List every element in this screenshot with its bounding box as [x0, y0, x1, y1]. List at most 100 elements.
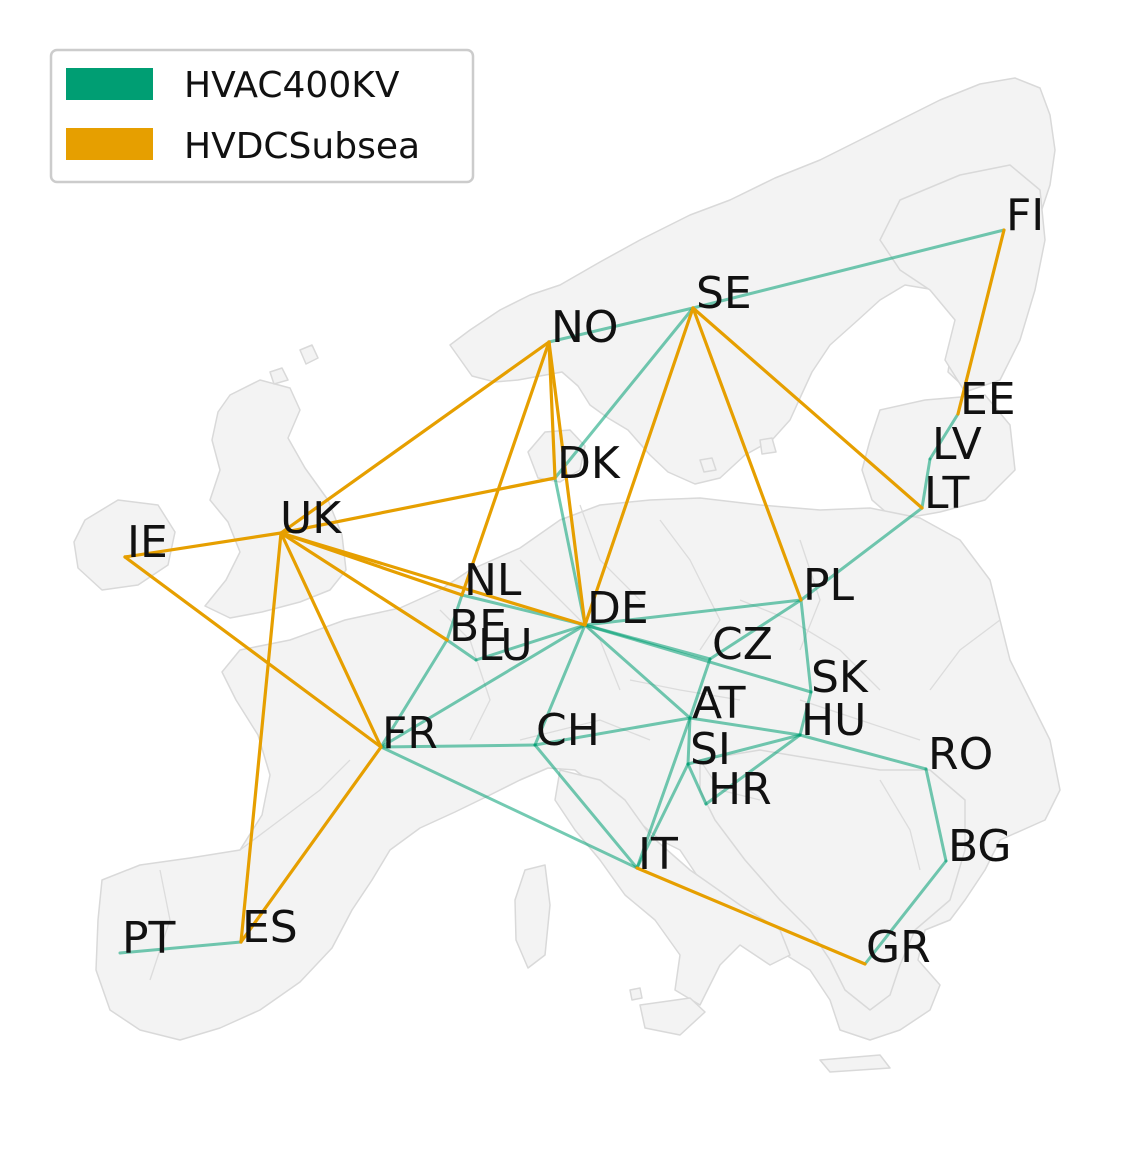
- link-se-lt: [691, 306, 924, 510]
- land-scandinavia: [449, 77, 1056, 485]
- node-label-uk: UK: [280, 493, 342, 544]
- link-uk-be: [279, 531, 449, 642]
- land-islands: [269, 344, 891, 1073]
- link-ro-bg: [924, 767, 948, 863]
- node-label-se: SE: [696, 268, 752, 319]
- land-balkans: [699, 749, 966, 1011]
- legend-swatch-hvac: [66, 68, 153, 100]
- node-label-no: NO: [551, 302, 619, 353]
- link-de-sk: [583, 623, 813, 694]
- link-at-si: [686, 716, 692, 766]
- link-ie-fr: [123, 555, 383, 749]
- node-label-cz: CZ: [712, 619, 773, 670]
- link-uk-ie: [123, 531, 283, 559]
- link-lu-de: [474, 623, 587, 662]
- link-it-gr: [635, 866, 867, 966]
- link-se-pl: [691, 306, 803, 602]
- link-se-fi: [691, 228, 1006, 310]
- node-label-bg: BG: [948, 821, 1012, 872]
- link-si-it: [635, 762, 690, 870]
- transmission-links: [118, 228, 1006, 966]
- node-label-gr: GR: [866, 922, 931, 973]
- link-uk-dk: [279, 476, 557, 535]
- link-at-it: [635, 716, 692, 870]
- link-de-at: [583, 623, 692, 720]
- node-label-nl: NL: [464, 555, 522, 606]
- node-label-lv: LV: [932, 419, 982, 470]
- node-label-pl: PL: [803, 560, 855, 611]
- node-label-ee: EE: [960, 374, 1016, 425]
- land-ireland: [73, 499, 176, 591]
- link-at-hu: [688, 716, 802, 737]
- link-fr-it: [379, 745, 639, 870]
- link-nl-be: [445, 593, 464, 642]
- node-label-fi: FI: [1006, 190, 1044, 241]
- legend-label-hvac: HVAC400KV: [184, 65, 400, 106]
- link-be-lu: [445, 638, 478, 662]
- link-de-ch: [533, 623, 587, 747]
- link-no-uk: [279, 340, 551, 535]
- border-lines: [149, 504, 1001, 981]
- link-hu-hr: [704, 733, 802, 806]
- link-fr-ch: [379, 743, 537, 749]
- link-be-fr: [379, 638, 449, 749]
- node-label-lu: LU: [478, 620, 533, 671]
- node-label-dk: DK: [557, 438, 621, 489]
- link-bg-gr: [863, 859, 948, 966]
- link-lv-lt: [920, 457, 932, 510]
- land-denmark: [527, 429, 586, 483]
- link-cz-at: [688, 657, 712, 720]
- link-dk-de: [553, 476, 587, 627]
- legend-label-hvdc: HVDCSubsea: [184, 126, 420, 167]
- node-label-es: ES: [242, 902, 298, 953]
- link-ch-it: [533, 743, 639, 870]
- node-label-sk: SK: [811, 652, 869, 703]
- link-fi-ee: [956, 228, 1006, 416]
- link-es-pt: [118, 940, 243, 955]
- link-no-se: [547, 306, 695, 344]
- node-labels: FI SE NO EE LV LT DK UK IE NL BE LU DE P…: [122, 190, 1044, 973]
- node-label-de: DE: [587, 583, 649, 634]
- basemap: [73, 77, 1061, 1073]
- link-uk-fr: [279, 531, 383, 749]
- legend-frame: [49, 48, 475, 184]
- link-sk-hu: [798, 690, 813, 737]
- link-no-de: [547, 340, 587, 627]
- legend-swatch-hvdc: [66, 128, 153, 160]
- node-label-fr: FR: [382, 708, 438, 759]
- link-uk-de: [279, 531, 587, 627]
- land-italy: [554, 769, 791, 1006]
- node-label-si: SI: [690, 724, 731, 775]
- link-no-nl: [460, 340, 551, 597]
- link-fr-es: [239, 745, 383, 944]
- land-great-britain: [204, 379, 347, 619]
- link-lt-pl: [799, 506, 924, 602]
- link-de-pl: [583, 598, 803, 627]
- link-ee-lv: [928, 412, 960, 461]
- link-de-fr: [379, 623, 587, 749]
- land-sicily: [639, 997, 706, 1036]
- link-ch-at: [533, 716, 692, 747]
- node-label-ro: RO: [928, 729, 993, 780]
- node-label-ie: IE: [127, 517, 168, 568]
- node-label-pt: PT: [122, 913, 176, 964]
- node-label-at: AT: [692, 678, 746, 729]
- link-si-hr: [686, 762, 708, 806]
- node-label-lt: LT: [924, 468, 969, 519]
- link-pl-sk: [799, 598, 813, 694]
- land-finland: [879, 164, 1046, 393]
- node-label-hu: HU: [801, 695, 866, 746]
- land-sardinia: [514, 864, 551, 969]
- legend: HVAC400KV HVDCSubsea: [49, 48, 475, 184]
- node-label-it: IT: [638, 829, 678, 880]
- node-label-be: BE: [449, 601, 507, 652]
- link-pl-cz: [708, 598, 803, 661]
- node-label-hr: HR: [708, 764, 772, 815]
- node-label-ch: CH: [536, 705, 600, 756]
- link-no-dk: [547, 340, 557, 480]
- link-si-hu: [686, 733, 802, 766]
- link-hu-ro: [798, 733, 928, 771]
- link-uk-es: [239, 531, 283, 944]
